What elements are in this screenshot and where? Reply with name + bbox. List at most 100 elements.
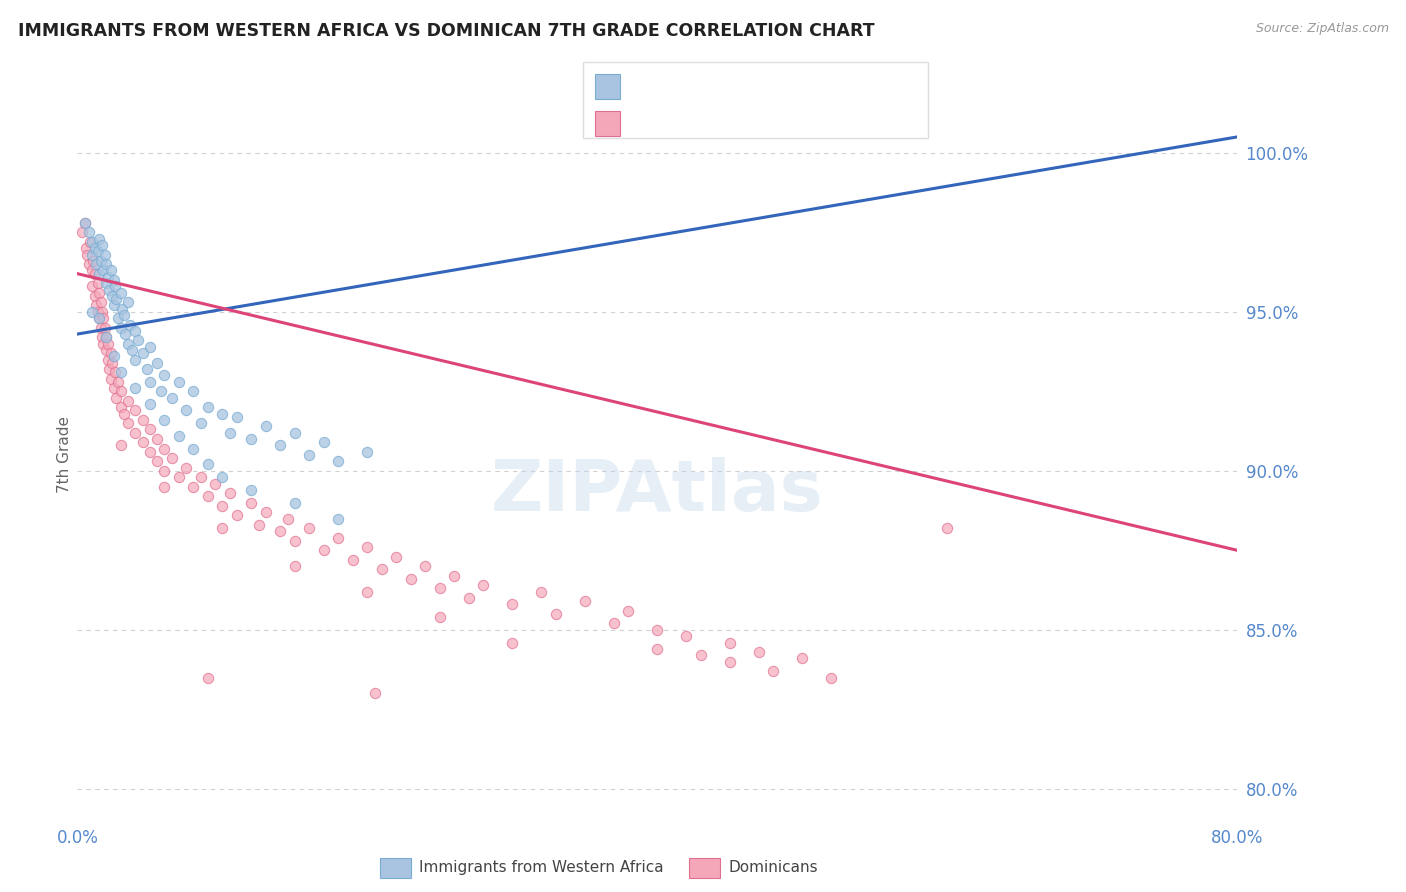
Point	[87, 311, 110, 326]
Text: ZIPAtlas: ZIPAtlas	[491, 457, 824, 526]
Point	[284, 533, 307, 548]
Point	[105, 391, 128, 405]
Point	[77, 225, 100, 239]
Point	[105, 292, 128, 306]
Point	[100, 346, 122, 360]
Point	[110, 320, 132, 334]
Point	[167, 470, 190, 484]
Point	[443, 568, 465, 582]
Point	[110, 438, 132, 452]
Point	[284, 559, 307, 574]
Point	[80, 279, 103, 293]
Point	[84, 298, 107, 312]
Point	[110, 285, 132, 300]
Point	[97, 269, 120, 284]
Point	[197, 489, 219, 503]
Point	[328, 511, 350, 525]
Point	[254, 505, 277, 519]
Point	[124, 352, 146, 367]
Point	[183, 480, 205, 494]
Point	[86, 305, 108, 319]
Point	[356, 444, 378, 458]
Point	[167, 429, 190, 443]
Point	[211, 470, 233, 484]
Point	[718, 655, 741, 669]
Point	[77, 257, 100, 271]
Point	[94, 247, 117, 261]
Point	[617, 604, 640, 618]
Point	[190, 416, 212, 430]
Point	[247, 517, 270, 532]
Point	[269, 438, 291, 452]
Point	[197, 458, 219, 472]
Point	[139, 397, 162, 411]
Point	[96, 343, 118, 357]
Point	[135, 362, 157, 376]
Point	[211, 499, 233, 513]
Point	[93, 263, 115, 277]
Point	[103, 349, 125, 363]
Point	[87, 285, 110, 300]
Point	[70, 225, 93, 239]
Point	[117, 416, 139, 430]
Point	[328, 531, 350, 545]
Point	[91, 330, 114, 344]
Point	[190, 470, 212, 484]
Text: R =  0.267    N =  75: R = 0.267 N = 75	[631, 78, 859, 95]
Point	[936, 521, 959, 535]
Point	[90, 254, 111, 268]
Point	[762, 664, 785, 678]
Point	[79, 235, 101, 249]
Point	[86, 276, 108, 290]
Point	[718, 635, 741, 649]
Point	[87, 267, 110, 281]
Point	[574, 594, 596, 608]
Point	[356, 584, 378, 599]
Text: IMMIGRANTS FROM WESTERN AFRICA VS DOMINICAN 7TH GRADE CORRELATION CHART: IMMIGRANTS FROM WESTERN AFRICA VS DOMINI…	[18, 22, 875, 40]
Point	[647, 641, 669, 656]
Point	[131, 346, 153, 360]
Point	[80, 263, 103, 277]
Point	[197, 401, 219, 415]
Point	[160, 451, 183, 466]
Point	[284, 495, 307, 509]
Point	[240, 483, 263, 497]
Point	[104, 279, 127, 293]
Point	[90, 295, 111, 310]
Point	[167, 375, 190, 389]
Point	[97, 352, 120, 367]
Point	[131, 435, 153, 450]
Point	[225, 508, 247, 523]
Point	[96, 330, 118, 344]
Point	[603, 616, 626, 631]
Point	[183, 384, 205, 399]
Point	[96, 257, 118, 271]
Point	[110, 401, 132, 415]
Point	[139, 444, 162, 458]
Point	[87, 311, 110, 326]
Point	[429, 610, 451, 624]
Point	[153, 464, 176, 478]
Point	[127, 334, 149, 348]
Text: Source: ZipAtlas.com: Source: ZipAtlas.com	[1256, 22, 1389, 36]
Point	[80, 235, 103, 249]
Point	[385, 549, 408, 564]
Point	[146, 454, 169, 468]
Point	[107, 311, 129, 326]
Point	[183, 442, 205, 456]
Text: R = -0.337   N = 105: R = -0.337 N = 105	[631, 114, 849, 132]
Point	[91, 305, 114, 319]
Point	[100, 263, 122, 277]
Point	[204, 476, 226, 491]
Point	[100, 371, 122, 385]
Point	[689, 648, 711, 663]
Y-axis label: 7th Grade: 7th Grade	[56, 417, 72, 493]
Point	[153, 368, 176, 383]
Point	[90, 320, 111, 334]
Point	[544, 607, 567, 621]
Point	[153, 442, 176, 456]
Point	[356, 540, 378, 554]
Point	[83, 241, 105, 255]
Point	[101, 356, 124, 370]
Point	[86, 244, 108, 259]
